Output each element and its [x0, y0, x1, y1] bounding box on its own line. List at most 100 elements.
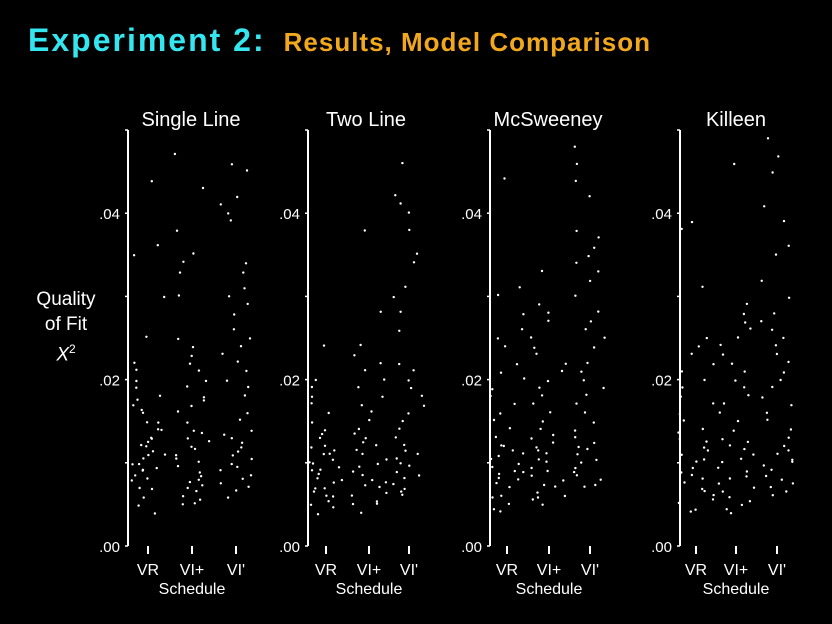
data-point	[592, 421, 595, 424]
data-point	[680, 370, 684, 373]
data-point	[773, 312, 776, 315]
data-point	[181, 495, 185, 498]
data-point	[499, 412, 502, 415]
y-tick-label: .02	[279, 373, 300, 390]
data-point	[420, 394, 424, 397]
data-point	[398, 362, 401, 366]
data-point	[135, 368, 138, 371]
data-point	[719, 343, 722, 347]
data-point	[229, 219, 232, 222]
data-point	[364, 437, 367, 440]
data-point	[401, 493, 404, 496]
data-point	[230, 462, 233, 466]
data-point	[399, 462, 402, 465]
data-point	[779, 378, 782, 382]
data-point	[353, 354, 356, 357]
data-point	[395, 457, 398, 460]
x-tick-label: VI'	[581, 562, 599, 579]
data-point	[132, 404, 135, 407]
x-tick-label: VI+	[180, 562, 204, 579]
data-point	[588, 279, 592, 283]
data-point	[156, 244, 159, 247]
data-point	[357, 386, 360, 389]
data-point	[385, 491, 388, 495]
data-point	[173, 152, 177, 156]
data-point	[497, 454, 500, 458]
data-point	[586, 447, 589, 451]
data-point	[325, 494, 328, 497]
data-point	[146, 440, 150, 444]
data-point	[703, 378, 706, 382]
data-point	[227, 212, 230, 215]
data-point	[580, 370, 583, 373]
data-point	[728, 444, 732, 447]
data-point	[762, 464, 765, 467]
data-point	[511, 449, 514, 452]
data-point	[141, 411, 145, 414]
data-point	[585, 393, 588, 396]
data-point	[584, 328, 587, 331]
data-point	[554, 485, 557, 488]
data-point	[535, 352, 538, 355]
data-point	[202, 396, 206, 399]
data-point	[495, 481, 498, 485]
data-point	[694, 508, 697, 511]
data-point	[138, 486, 141, 490]
data-point	[729, 512, 733, 515]
data-point	[583, 411, 587, 414]
data-point	[403, 443, 406, 447]
data-point	[328, 452, 331, 455]
data-point	[712, 493, 715, 497]
data-point	[186, 486, 189, 490]
data-point	[489, 457, 493, 461]
data-point	[331, 495, 335, 498]
data-point	[160, 428, 163, 432]
data-point	[247, 385, 250, 389]
x-axis-label: Schedule	[703, 581, 770, 598]
data-point	[130, 479, 133, 482]
data-point	[351, 470, 355, 473]
panel-title: Single Line	[142, 109, 241, 131]
data-point	[156, 428, 160, 431]
data-point	[552, 433, 555, 437]
data-point	[221, 352, 224, 355]
data-point	[538, 303, 541, 306]
data-point	[587, 254, 590, 258]
data-point	[316, 513, 320, 516]
data-point	[242, 271, 245, 274]
data-point	[774, 253, 778, 256]
data-point	[491, 496, 494, 499]
data-point	[530, 474, 533, 477]
data-point	[499, 510, 502, 513]
data-point	[379, 362, 382, 365]
data-point	[530, 437, 533, 440]
x-tick-label: VI+	[724, 562, 748, 579]
data-point	[540, 394, 544, 397]
data-point	[575, 474, 579, 477]
data-point	[150, 180, 153, 183]
data-point	[181, 503, 184, 506]
data-point	[744, 321, 747, 324]
data-point	[241, 477, 244, 480]
data-point	[725, 508, 728, 511]
data-point	[523, 377, 526, 380]
data-point	[219, 482, 222, 485]
data-point	[243, 394, 247, 397]
data-point	[575, 162, 579, 166]
data-point	[407, 211, 411, 214]
data-point	[492, 418, 496, 422]
data-point	[517, 478, 520, 481]
data-point	[769, 485, 772, 489]
data-point	[416, 452, 419, 456]
y-axis-label-line1: Quality	[36, 289, 96, 310]
data-point	[783, 444, 786, 448]
data-point	[323, 429, 327, 432]
data-point	[549, 411, 552, 414]
data-point	[594, 483, 597, 487]
data-point	[545, 452, 548, 455]
data-point	[317, 472, 320, 476]
y-tick-label: .02	[651, 373, 672, 390]
data-point	[408, 228, 411, 232]
data-point	[401, 419, 404, 423]
data-point	[318, 436, 322, 440]
